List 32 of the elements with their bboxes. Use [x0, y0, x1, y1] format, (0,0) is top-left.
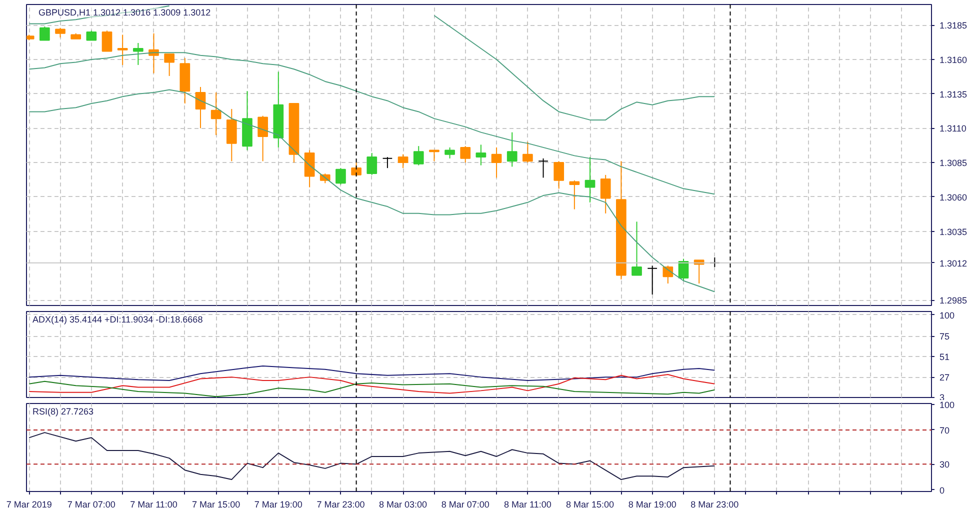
- chart-title: RSI(8) 27.7263: [32, 406, 94, 416]
- y-tick-label: 100: [940, 400, 955, 410]
- y-tick-label: 70: [940, 425, 950, 436]
- y-tick-label: 1.3185: [940, 20, 968, 31]
- y-tick-label: 1.3060: [940, 192, 968, 202]
- chart-title: GBPUSD,H1 1.3012 1.3016 1.3009 1.3012: [38, 8, 211, 18]
- x-tick-label: 8 Mar 11:00: [504, 500, 552, 510]
- chart-title: ADX(14) 35.4144 +DI:11.9034 -DI:18.6668: [32, 314, 203, 324]
- y-tick-label: 1.3085: [940, 158, 968, 168]
- x-tick-label: 7 Mar 07:00: [67, 500, 116, 510]
- y-tick-label: 0: [940, 485, 945, 496]
- y-tick-label: 30: [940, 460, 950, 470]
- x-tick-label: 8 Mar 03:00: [379, 500, 428, 510]
- y-tick-label: 51: [940, 352, 950, 362]
- x-tick-label: 8 Mar 23:00: [690, 500, 739, 510]
- y-tick-label: 1.3035: [940, 226, 968, 237]
- y-tick-label: 75: [940, 332, 950, 342]
- x-tick-label: 8 Mar 15:00: [566, 500, 614, 510]
- x-tick-label: 7 Mar 2019: [6, 500, 52, 510]
- x-tick-label: 8 Mar 07:00: [441, 500, 490, 510]
- x-tick-label: 8 Mar 19:00: [628, 500, 676, 510]
- y-tick-label: 1.3160: [940, 54, 968, 65]
- y-tick-label: 100: [940, 310, 955, 320]
- x-tick-label: 7 Mar 15:00: [192, 500, 240, 510]
- ref-line-label: 1.3012: [940, 258, 968, 268]
- y-tick-label: 1.3135: [940, 89, 968, 100]
- y-tick-label: 1.3110: [940, 124, 966, 134]
- x-tick-label: 7 Mar 23:00: [316, 500, 365, 510]
- x-tick-label: 7 Mar 11:00: [130, 500, 178, 510]
- x-tick-label: 7 Mar 19:00: [254, 500, 302, 510]
- y-tick-label: 27: [940, 372, 950, 383]
- y-tick-label: 1.2985: [940, 296, 968, 306]
